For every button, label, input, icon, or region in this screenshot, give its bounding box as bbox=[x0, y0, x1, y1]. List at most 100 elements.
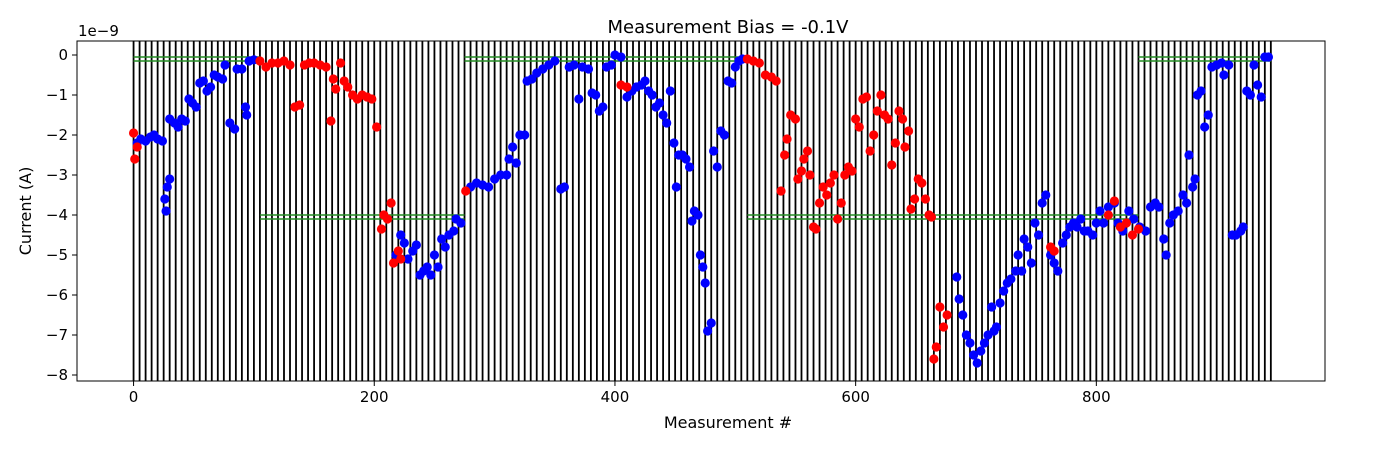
data-point bbox=[822, 190, 832, 200]
data-point bbox=[343, 82, 353, 92]
data-point bbox=[1049, 246, 1059, 256]
data-point bbox=[411, 240, 421, 250]
data-point bbox=[700, 278, 710, 288]
data-point bbox=[205, 82, 216, 92]
data-point bbox=[1121, 218, 1132, 228]
data-point bbox=[1182, 198, 1192, 208]
data-point bbox=[836, 198, 846, 208]
data-point bbox=[825, 178, 835, 188]
data-point bbox=[647, 90, 657, 100]
data-point bbox=[793, 174, 803, 184]
data-point bbox=[130, 154, 140, 164]
x-axis-label: Measurement # bbox=[664, 413, 792, 432]
data-point bbox=[1238, 222, 1248, 232]
data-point bbox=[386, 198, 396, 208]
data-point bbox=[894, 106, 904, 116]
x-axis: 0 200 400 600 800 bbox=[129, 381, 1111, 406]
data-point bbox=[511, 158, 521, 168]
data-point bbox=[1196, 86, 1206, 96]
data-point bbox=[938, 322, 949, 332]
data-point bbox=[502, 170, 512, 180]
data-point bbox=[437, 234, 447, 244]
data-point bbox=[1141, 226, 1151, 236]
data-point bbox=[681, 154, 691, 164]
data-point bbox=[372, 122, 382, 132]
y-tick-label: −3 bbox=[46, 166, 68, 184]
data-point bbox=[968, 350, 979, 360]
data-point bbox=[1026, 258, 1036, 268]
data-point bbox=[326, 116, 336, 126]
data-point bbox=[669, 138, 679, 148]
x-tick-label: 600 bbox=[841, 388, 870, 406]
data-point bbox=[869, 130, 879, 140]
data-point bbox=[1072, 222, 1082, 232]
y-tick-label: −5 bbox=[46, 246, 68, 264]
data-point bbox=[295, 100, 305, 110]
data-point bbox=[929, 354, 939, 364]
data-point bbox=[422, 262, 432, 272]
data-point bbox=[709, 146, 719, 156]
x-tick-label: 200 bbox=[360, 388, 389, 406]
data-point bbox=[897, 114, 908, 124]
data-point bbox=[840, 170, 850, 180]
data-point bbox=[1041, 190, 1051, 200]
data-point bbox=[367, 94, 377, 104]
data-point bbox=[393, 246, 403, 256]
data-point bbox=[832, 214, 843, 224]
data-point bbox=[972, 358, 982, 368]
data-point bbox=[520, 130, 530, 140]
data-point bbox=[814, 198, 825, 208]
data-point bbox=[961, 330, 971, 340]
y-tick-label: −4 bbox=[46, 206, 68, 224]
data-point bbox=[727, 78, 737, 88]
data-point bbox=[1023, 242, 1033, 252]
data-point bbox=[1037, 198, 1047, 208]
data-point bbox=[790, 114, 801, 124]
data-point bbox=[847, 166, 857, 176]
data-point bbox=[161, 206, 171, 216]
data-point bbox=[429, 250, 440, 260]
data-point bbox=[1033, 230, 1044, 240]
data-point bbox=[854, 122, 864, 132]
data-point bbox=[799, 154, 809, 164]
data-point bbox=[999, 286, 1009, 296]
data-point bbox=[574, 94, 584, 104]
data-point bbox=[1030, 218, 1040, 228]
x-tick-label: 800 bbox=[1082, 388, 1111, 406]
data-point bbox=[698, 262, 708, 272]
data-point bbox=[461, 186, 471, 196]
y-axis: 0 −1 −2 −3 −4 −5 −6 −7 −8 bbox=[46, 46, 77, 384]
data-point bbox=[1124, 206, 1134, 216]
data-point bbox=[900, 142, 910, 152]
data-point bbox=[662, 118, 672, 128]
data-point bbox=[1173, 206, 1183, 216]
data-point bbox=[917, 178, 927, 188]
data-point bbox=[180, 116, 190, 126]
data-point bbox=[931, 342, 941, 352]
data-point bbox=[388, 258, 399, 268]
data-point bbox=[887, 160, 897, 170]
data-point bbox=[220, 60, 230, 70]
data-point bbox=[328, 74, 338, 84]
data-point bbox=[910, 194, 920, 204]
data-point bbox=[796, 166, 807, 176]
y-tick-label: −7 bbox=[46, 326, 68, 344]
data-point bbox=[449, 226, 459, 236]
data-point bbox=[237, 64, 247, 74]
data-point bbox=[954, 294, 964, 304]
data-point bbox=[399, 238, 409, 248]
data-point bbox=[991, 322, 1002, 332]
data-point bbox=[198, 76, 208, 86]
y-tick-label: −1 bbox=[46, 86, 68, 104]
data-point bbox=[958, 310, 968, 320]
data-point bbox=[1165, 218, 1175, 228]
data-point bbox=[591, 90, 601, 100]
data-point bbox=[693, 210, 703, 220]
data-point bbox=[780, 150, 790, 160]
data-point bbox=[1076, 214, 1086, 224]
data-point bbox=[1245, 90, 1255, 100]
data-point bbox=[218, 74, 228, 84]
data-point bbox=[903, 126, 914, 136]
data-point bbox=[883, 114, 893, 124]
data-point bbox=[1256, 92, 1266, 102]
